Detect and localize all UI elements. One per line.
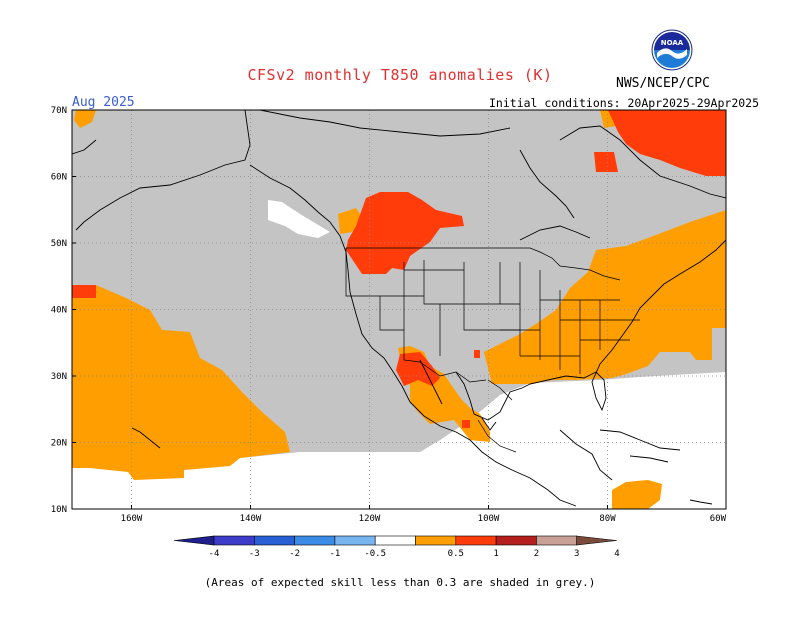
graticule: [72, 110, 726, 509]
longitude-labels: 160W 140W 120W 100W 80W 60W: [121, 514, 727, 524]
colorbar-label: -0.5: [364, 549, 386, 559]
lat-label: 50N: [51, 239, 67, 249]
no-signal-region-bc: [268, 200, 330, 238]
lon-label: 100W: [478, 514, 500, 524]
lon-label: 140W: [240, 514, 262, 524]
colorbar-label: 1: [493, 549, 498, 559]
anomaly-red-mexico-dot: [462, 420, 470, 428]
colorbar-label: -2: [289, 549, 300, 559]
political-borders: [345, 247, 640, 453]
forecast-month: Aug 2025: [72, 95, 135, 110]
colorbar-box: [213, 535, 255, 546]
colorbar-boxes: [173, 535, 617, 546]
anomaly-orange-nw: [338, 208, 364, 234]
axis-ticks: [72, 109, 608, 509]
anomaly-orange-carib: [612, 480, 662, 509]
anomaly-orange-pacific: [72, 285, 290, 480]
lat-label: 20N: [51, 439, 67, 449]
colorbar-label: -4: [209, 549, 220, 559]
latitude-labels: 70N 60N 50N 40N 30N 20N 10N: [51, 106, 67, 515]
colorbar-arrow-high: [576, 535, 617, 546]
noaa-logo: NOAA: [651, 29, 693, 71]
anomaly-red-hudson: [594, 152, 618, 172]
anomaly-red-pacific-corner: [72, 285, 96, 298]
initial-conditions: Initial conditions: 20Apr2025-29Apr2025: [489, 96, 760, 110]
colorbar-box: [495, 535, 537, 546]
lat-label: 10N: [51, 505, 67, 515]
colorbar-labels: -4 -3 -2 -1 -0.5 0.5 1 2 3 4: [209, 549, 620, 559]
lon-label: 120W: [359, 514, 381, 524]
lon-label: 80W: [599, 514, 616, 524]
coastlines: [72, 110, 726, 507]
colorbar-label: 2: [534, 549, 539, 559]
colorbar-box: [334, 535, 376, 546]
anomaly-red-canada-northeast: [608, 110, 726, 176]
anomaly-red-canada-west: [346, 192, 464, 274]
colorbar-box: [254, 535, 295, 546]
colorbar-arrow-low: [173, 535, 215, 546]
colorbar-label: -3: [249, 549, 260, 559]
agency-label: NWS/NCEP/CPC: [616, 76, 710, 91]
noaa-logo-text: NOAA: [661, 39, 684, 47]
no-signal-region-tropics: [72, 372, 726, 509]
colorbar-box: [455, 535, 497, 546]
map-fields: [72, 110, 726, 509]
lat-label: 60N: [51, 173, 67, 183]
chart-title: CFSv2 monthly T850 anomalies (K): [247, 66, 553, 84]
skill-note: (Areas of expected skill less than 0.3 a…: [204, 576, 596, 589]
lat-label: 30N: [51, 372, 67, 382]
colorbar-box: [294, 535, 336, 546]
anomaly-orange-alaska: [74, 110, 96, 128]
lon-label: 160W: [121, 514, 143, 524]
colorbar-box: [536, 535, 578, 546]
colorbar-label: 0.5: [448, 549, 464, 559]
lat-label: 40N: [51, 306, 67, 316]
colorbar-box: [415, 535, 457, 546]
colorbar-label: 4: [614, 549, 619, 559]
lon-label: 60W: [710, 514, 727, 524]
colorbar-label: -1: [329, 549, 340, 559]
lat-label: 70N: [51, 106, 67, 116]
anomaly-red-small-east: [474, 350, 480, 358]
anomaly-orange-east: [484, 210, 726, 384]
colorbar-label: 3: [574, 549, 579, 559]
colorbar-box: [374, 535, 416, 546]
